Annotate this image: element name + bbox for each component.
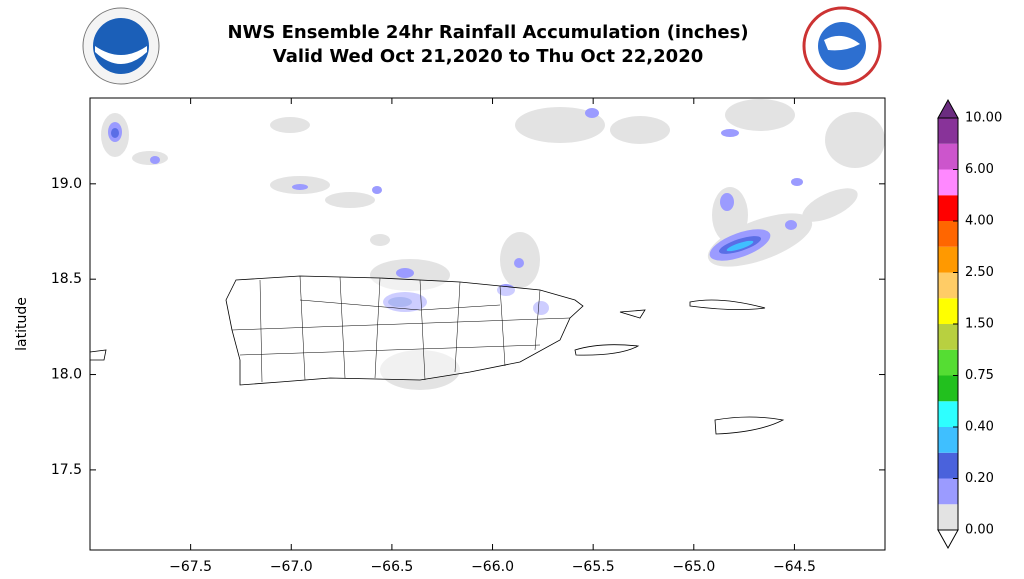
colorbar-tick-label: 0.20 [965,471,994,486]
colorbar-tick-label: 4.00 [965,214,994,229]
colorbar-tick-label: 2.50 [965,265,994,280]
colorbar-segment [938,246,958,273]
x-tick-label: −67.5 [169,559,212,575]
x-tick-label: −66.5 [370,559,413,575]
x-tick-label: −65.5 [572,559,615,575]
colorbar-extension [937,529,959,550]
colorbar: 0.00 0.20 0.40 0.75 1.50 2.50 4.00 6.00 10.00 [937,98,1002,550]
colorbar-extension [937,98,959,119]
x-tick-label: −65.0 [672,559,715,575]
nws-logo [802,6,882,86]
colorbar-segment [938,324,958,350]
x-tick-label: −66.0 [471,559,514,575]
colorbar-tick-label: 0.00 [965,523,994,538]
colorbar-tick-label: 10.00 [965,111,1002,126]
title-line: NWS Ensemble 24hr Rainfall Accumulation … [227,22,748,43]
colorbar-tick-label: 6.00 [965,162,994,177]
colorbar-segment [938,504,958,530]
colorbar-segment [938,169,958,196]
colorbar-tick-label: 0.75 [965,368,994,383]
colorbar-segment [938,195,958,221]
noaa-logo [82,7,160,85]
y-tick-label: 18.0 [51,367,82,383]
colorbar-segment [938,478,958,505]
colorbar-segment [938,143,958,170]
colorbar-segment [938,427,958,453]
colorbar-segment [938,349,958,376]
y-tick-label: 18.5 [51,271,82,287]
y-tick-label: 19.0 [51,176,82,192]
y-axis-label: latitude [14,297,30,351]
colorbar-segment [938,401,958,427]
x-tick-label: −67.0 [270,559,313,575]
y-tick-label: 17.5 [51,462,82,478]
colorbar-tick-label: 0.40 [965,420,994,435]
colorbar-segment [938,375,958,402]
colorbar-segment [938,272,958,299]
map-area [89,97,886,551]
x-tick-label: −64.5 [773,559,816,575]
colorbar-segment [938,298,958,324]
title-line: Valid Wed Oct 21,2020 to Thu Oct 22,2020 [273,46,704,67]
colorbar-segment [938,118,958,144]
colorbar-tick-label: 1.50 [965,317,994,332]
colorbar-segment [938,221,958,247]
colorbar-segment [938,452,958,479]
